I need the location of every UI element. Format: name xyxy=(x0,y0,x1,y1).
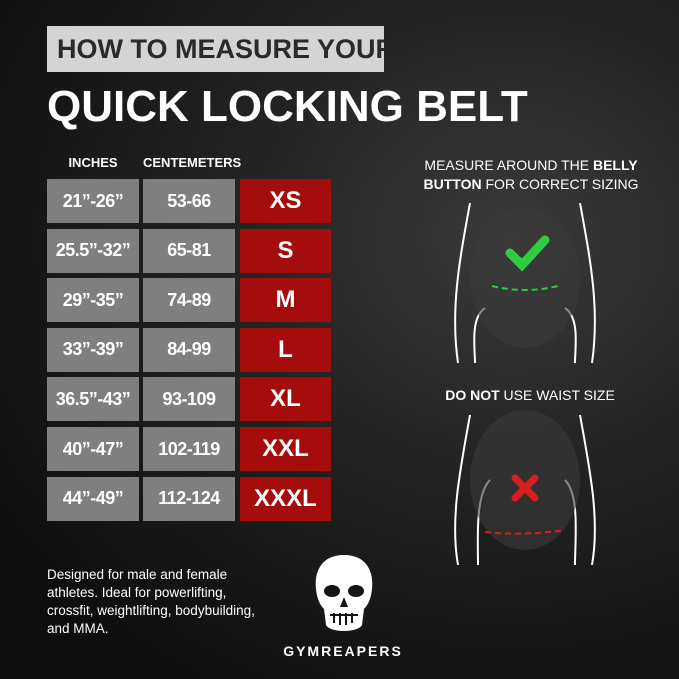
correct-text-c: BUTTON xyxy=(423,176,482,192)
size-cell: XS xyxy=(240,179,331,223)
correct-instruction: MEASURE AROUND THE BELLY BUTTON FOR CORRE… xyxy=(411,156,651,194)
dashed-waist-line xyxy=(484,529,566,535)
wrong-text-a: DO NOT xyxy=(445,387,500,403)
size-cell: XXL xyxy=(240,427,331,471)
correct-text-a: MEASURE AROUND THE xyxy=(424,157,593,173)
page-title: QUICK LOCKING BELT xyxy=(47,82,528,131)
correct-torso-figure xyxy=(454,202,596,364)
inches-cell: 29”-35” xyxy=(47,278,139,323)
check-icon xyxy=(505,235,550,272)
inches-header: INCHES xyxy=(68,155,118,170)
inches-cell: 33”-39” xyxy=(47,327,139,372)
brand-name: GYMREAPERS xyxy=(283,643,403,659)
correct-text-b: BELLY xyxy=(592,157,638,173)
inches-cell: 44”-49” xyxy=(47,476,139,521)
cm-cell: 65-81 xyxy=(143,228,235,273)
description: Designed for male and female athletes. I… xyxy=(47,567,255,636)
skull-logo-icon xyxy=(315,555,373,631)
cm-cell: 112-124 xyxy=(143,476,235,521)
inches-cell: 40”-47” xyxy=(47,427,139,471)
inches-cell: 21”-26” xyxy=(47,179,139,223)
cm-cell: 53-66 xyxy=(143,179,235,223)
dashed-belly-line xyxy=(491,285,559,291)
size-cell: L xyxy=(240,327,331,372)
subtitle-banner: HOW TO MEASURE YOUR xyxy=(47,26,384,72)
correct-text-e: FOR CORRECT SIZING xyxy=(481,176,639,192)
size-cell: M xyxy=(240,278,331,323)
wrong-text-b: USE WAIST SIZE xyxy=(499,387,615,403)
wrong-instruction: DO NOT USE WAIST SIZE xyxy=(410,386,650,405)
cross-icon xyxy=(511,474,539,502)
cm-cell: 102-119 xyxy=(143,427,235,471)
size-cell: XL xyxy=(240,377,331,422)
cm-cell: 74-89 xyxy=(143,278,235,323)
cm-cell: 84-99 xyxy=(143,327,235,372)
size-cell: XXXL xyxy=(240,476,331,521)
cm-header: CENTEMETERS xyxy=(143,155,242,170)
inches-cell: 25.5”-32” xyxy=(47,228,139,273)
size-cell: S xyxy=(240,228,331,273)
cm-cell: 93-109 xyxy=(143,377,235,422)
inches-cell: 36.5”-43” xyxy=(47,377,139,422)
wrong-torso-figure xyxy=(454,410,596,566)
